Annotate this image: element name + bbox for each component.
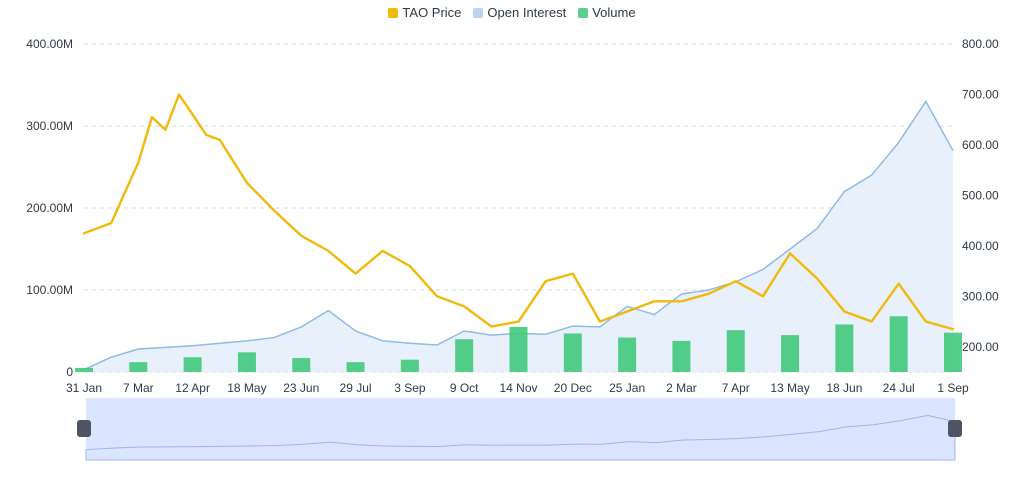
axes: 0 100.00M 200.00M 300.00M 400.00M 200.00 300.0… xyxy=(26,37,999,395)
volume-bar xyxy=(944,332,962,372)
volume-bar xyxy=(75,367,93,372)
legend-item-tao-price[interactable]: TAO Price xyxy=(388,4,461,22)
y-right-tick-label: 600.00 xyxy=(962,138,999,152)
open-interest-area xyxy=(84,101,953,373)
volume-bar xyxy=(455,339,474,372)
x-tick-label: 12 Apr xyxy=(175,381,210,395)
legend-label-volume: Volume xyxy=(592,5,636,20)
volume-series xyxy=(75,316,962,372)
x-tick-label: 23 Jun xyxy=(283,381,319,395)
volume-bar xyxy=(183,357,202,372)
volume-bar xyxy=(835,324,854,372)
legend: TAO Price Open Interest Volume xyxy=(0,4,1024,22)
volume-bar xyxy=(129,362,148,372)
y-left-tick-label: 300.00M xyxy=(26,119,73,133)
x-tick-label: 29 Jul xyxy=(340,381,372,395)
y-left-tick-label: 200.00M xyxy=(26,201,73,215)
volume-bar xyxy=(672,340,691,372)
legend-label-tao-price: TAO Price xyxy=(402,5,462,20)
x-tick-label: 3 Sep xyxy=(394,381,426,395)
navigator-right-handle xyxy=(948,420,962,437)
y-right-tick-label: 300.00 xyxy=(962,289,999,303)
volume-bar xyxy=(292,358,311,372)
volume-bar xyxy=(889,316,908,372)
y-right-tick-label: 200.00 xyxy=(962,340,999,354)
volume-bar xyxy=(726,330,745,372)
x-tick-label: 20 Dec xyxy=(554,381,592,395)
legend-swatch-volume xyxy=(578,8,589,18)
x-tick-label: 18 May xyxy=(227,381,266,395)
y-left-tick-label: 100.00M xyxy=(26,283,73,297)
volume-bar xyxy=(509,326,528,372)
volume-bar xyxy=(346,362,365,372)
x-tick-label: 14 Nov xyxy=(499,381,537,395)
x-tick-label: 2 Mar xyxy=(666,381,697,395)
y-right-tick-label: 400.00 xyxy=(962,239,999,253)
volume-bar xyxy=(400,359,419,372)
legend-swatch-tao-price xyxy=(388,8,399,18)
x-tick-label: 18 Jun xyxy=(826,381,862,395)
x-tick-label: 13 May xyxy=(770,381,809,395)
volume-bar xyxy=(618,337,637,372)
navigator[interactable] xyxy=(77,398,962,461)
legend-label-open-interest: Open Interest xyxy=(487,5,567,20)
volume-bar xyxy=(781,335,800,372)
y-right-tick-label: 500.00 xyxy=(962,188,999,202)
x-tick-label: 31 Jan xyxy=(66,381,102,395)
y-left-tick-label: 400.00M xyxy=(26,37,73,51)
x-tick-label: 1 Sep xyxy=(937,381,969,395)
x-tick-label: 7 Apr xyxy=(722,381,750,395)
legend-item-open-interest[interactable]: Open Interest xyxy=(473,4,566,22)
x-tick-label: 24 Jul xyxy=(883,381,915,395)
y-left-tick-label: 0 xyxy=(66,365,73,379)
tao-price-line xyxy=(82,93,955,331)
x-tick-label: 7 Mar xyxy=(123,381,154,395)
x-tick-label: 9 Oct xyxy=(450,381,479,395)
navigator-series xyxy=(85,414,956,461)
tao-price-series xyxy=(82,93,955,331)
volume-bar xyxy=(563,333,582,372)
volume-bar xyxy=(237,352,256,372)
x-tick-label: 25 Jan xyxy=(609,381,645,395)
legend-swatch-open-interest xyxy=(473,8,484,18)
legend-item-volume[interactable]: Volume xyxy=(578,4,636,22)
y-right-tick-label: 800.00 xyxy=(962,37,999,51)
y-right-tick-label: 700.00 xyxy=(962,87,999,101)
navigator-left-handle xyxy=(77,420,91,437)
